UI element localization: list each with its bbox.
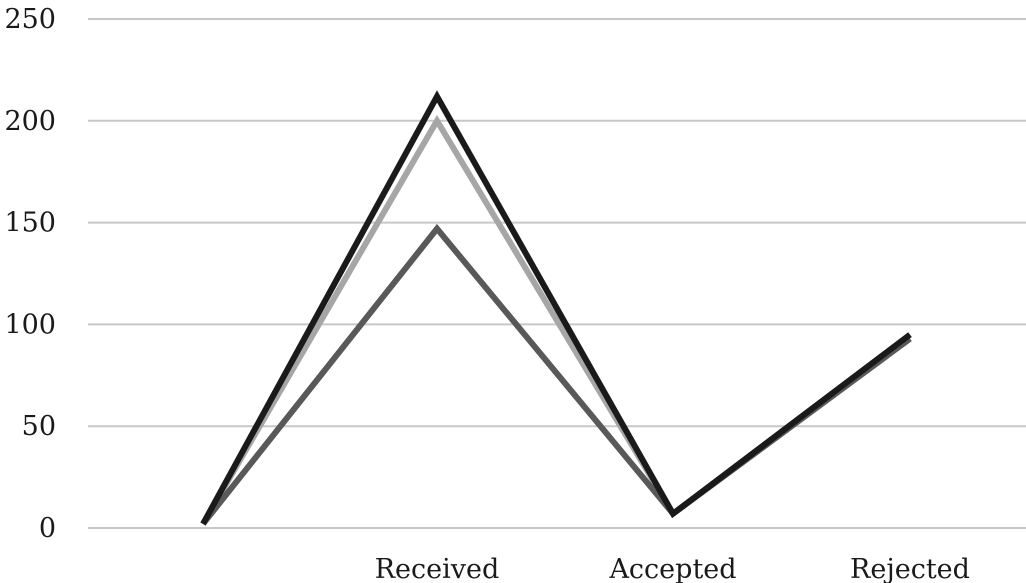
gridlines xyxy=(88,18,1026,529)
y-tick-label: 250 xyxy=(4,4,56,35)
series-line-2 xyxy=(200,223,912,526)
x-axis-ticks: Received Accepted Rejected xyxy=(375,554,970,583)
y-tick-label: 50 xyxy=(22,411,56,442)
y-tick-label: 100 xyxy=(4,309,56,340)
x-tick-label-accepted: Accepted xyxy=(608,554,736,583)
series-line-1 xyxy=(200,114,912,526)
y-axis-ticks: 0 50 100 150 200 250 xyxy=(4,4,56,544)
series-line-3 xyxy=(200,90,912,526)
y-tick-label: 0 xyxy=(39,513,56,544)
y-tick-label: 200 xyxy=(4,106,56,137)
series-lines xyxy=(200,90,912,526)
x-tick-label-received: Received xyxy=(375,554,500,583)
y-tick-label: 150 xyxy=(4,208,56,239)
x-tick-label-rejected: Rejected xyxy=(850,554,970,583)
